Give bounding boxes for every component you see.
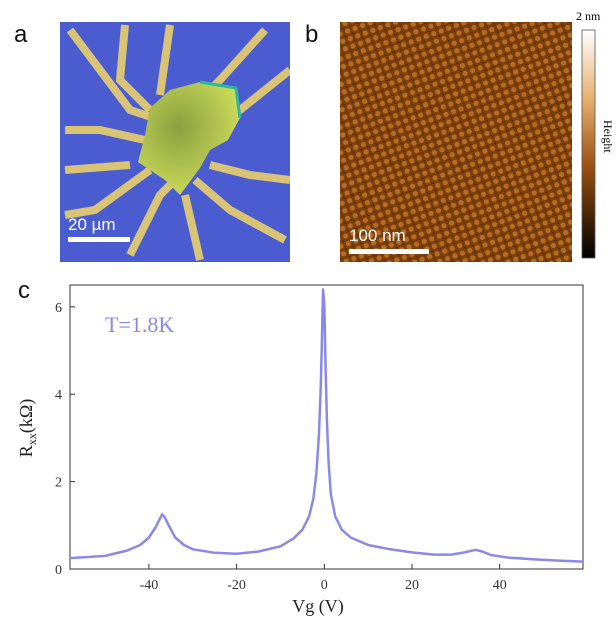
y-tick-label: 6 [55,301,62,316]
x-tick-label: 0 [321,578,328,593]
scale-bar-label: 100 nm [349,226,406,245]
optical-image: 20 µm [60,22,290,262]
panel-label: a [14,21,28,48]
x-tick-label: 20 [405,578,419,593]
annotation: T=1.8K [105,312,174,337]
y-tick-label: 0 [55,563,62,578]
data-line [69,288,584,563]
afm-image: 100 nm 2 nm Height [340,9,615,262]
y-axis-label: Rxx(kΩ) [16,399,39,457]
colorbar-label: Height [601,120,615,153]
x-tick-label: -20 [227,578,246,593]
y-label-main: R [16,445,36,457]
panel-label: b [305,21,318,48]
y-tick-label: 4 [55,388,62,403]
panel-label: c [18,277,30,304]
y-label-unit: (kΩ) [16,399,37,433]
scale-bar-label: 20 µm [68,215,116,234]
y-tick-label: 2 [55,476,62,491]
y-label-sub: xx [25,433,39,445]
x-axis-label: Vg (V) [292,596,344,617]
plot-frame [69,284,584,570]
colorbar-max: 2 nm [576,9,601,23]
x-tick-label: -40 [140,578,159,593]
x-tick-label: 40 [493,578,507,593]
